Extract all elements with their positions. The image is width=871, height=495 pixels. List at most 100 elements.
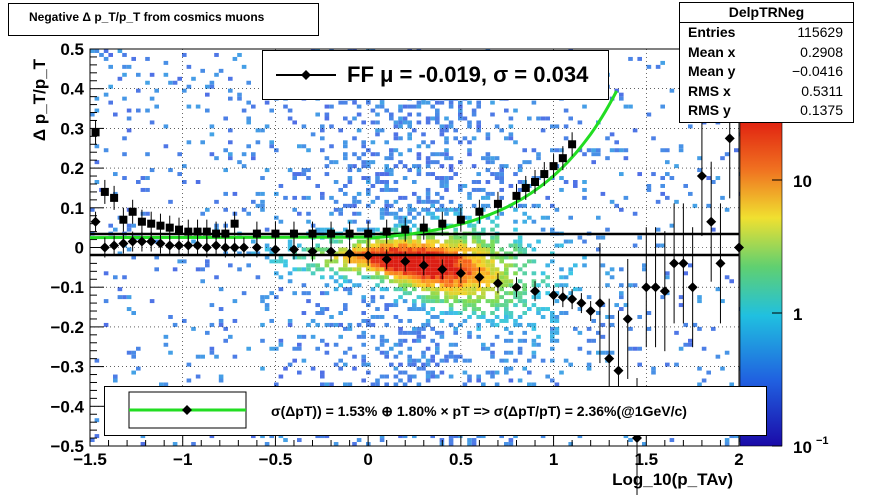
heatmap-cell <box>715 176 721 181</box>
heatmap-cell <box>568 116 573 121</box>
heatmap-cell <box>301 168 307 173</box>
heatmap-cell <box>609 148 615 153</box>
heatmap-cell <box>628 283 633 288</box>
heatmap-cell <box>320 382 325 387</box>
heatmap-cell <box>361 255 366 260</box>
heatmap-cell <box>389 148 394 153</box>
heatmap-cell <box>444 354 449 359</box>
heatmap-cell <box>379 172 385 177</box>
heatmap-cell <box>361 176 366 181</box>
heatmap-cell <box>481 227 486 232</box>
heatmap-cell <box>352 354 357 359</box>
heatmap-cell <box>320 267 325 272</box>
heatmap-cell <box>398 243 403 248</box>
heatmap-cell <box>333 207 339 212</box>
heatmap-cell <box>453 267 458 272</box>
heatmap-cell <box>324 104 330 109</box>
heatmap-cell <box>522 219 527 224</box>
heatmap-cell <box>462 183 468 188</box>
heatmap-cell <box>435 287 440 292</box>
heatmap-cell <box>563 108 569 113</box>
heatmap-cell <box>223 168 228 173</box>
heatmap-cell <box>632 211 638 216</box>
heatmap-cell <box>517 378 523 383</box>
heatmap-cell <box>471 279 477 284</box>
heatmap-cell <box>458 354 463 359</box>
heatmap-cell <box>669 223 675 228</box>
heatmap-cell <box>462 382 468 387</box>
heatmap-cell <box>444 243 449 248</box>
heatmap-cell <box>517 164 523 169</box>
heatmap-cell <box>209 346 215 351</box>
heatmap-cell <box>458 207 463 212</box>
heatmap-cell <box>481 382 486 387</box>
heatmap-cell <box>471 239 477 244</box>
heatmap-cell <box>260 322 265 327</box>
heatmap-cell <box>499 128 504 133</box>
heatmap-cell <box>517 180 523 184</box>
heatmap-cell <box>407 251 412 256</box>
heatmap-cell <box>370 140 376 145</box>
heatmap-cell <box>393 239 399 244</box>
heatmap-cell <box>356 267 362 272</box>
mean-marker <box>229 242 240 253</box>
heatmap-cell <box>476 263 481 268</box>
heatmap-cell <box>490 259 495 264</box>
heatmap-cell <box>379 342 385 347</box>
heatmap-cell <box>264 168 270 173</box>
heatmap-cell <box>435 291 440 296</box>
heatmap-cell <box>163 124 169 129</box>
heatmap-cell <box>274 346 279 351</box>
y-tick-label: −0.5 <box>50 437 84 456</box>
heatmap-cell <box>669 88 675 93</box>
heatmap-cell <box>430 247 435 252</box>
heatmap-cell <box>623 104 629 109</box>
heatmap-cell <box>435 279 440 284</box>
heatmap-cell <box>324 322 330 327</box>
sigma-marker <box>456 215 465 224</box>
heatmap-cell <box>412 287 417 292</box>
heatmap-cell <box>444 128 449 133</box>
heatmap-cell <box>375 251 380 256</box>
heatmap-cell <box>338 311 343 315</box>
heatmap-cell <box>494 215 500 220</box>
heatmap-cell <box>494 370 500 375</box>
heatmap-cell <box>182 318 187 323</box>
heatmap-cell <box>439 203 445 208</box>
heatmap-cell <box>366 322 371 327</box>
heatmap-cell <box>476 251 481 256</box>
heatmap-cell <box>540 358 546 363</box>
heatmap-cell <box>375 239 380 244</box>
heatmap-cell <box>697 295 702 300</box>
heatmap-cell <box>389 251 394 256</box>
heatmap-cell <box>343 140 348 145</box>
heatmap-cell <box>448 303 454 308</box>
heatmap-cell <box>619 92 624 97</box>
heatmap-cell <box>435 275 440 280</box>
heatmap-cell <box>448 291 454 296</box>
heatmap-cell <box>425 191 431 196</box>
heatmap-cell <box>522 263 527 268</box>
heatmap-cell <box>453 251 458 256</box>
heatmap-cell <box>453 247 458 252</box>
heatmap-cell <box>734 148 739 153</box>
heatmap-cell <box>324 156 330 161</box>
mean-marker <box>99 242 110 253</box>
heatmap-cell <box>393 279 399 284</box>
heatmap-cell <box>458 112 463 117</box>
heatmap-cell <box>430 374 435 379</box>
heatmap-cell <box>582 180 587 184</box>
heatmap-cell <box>384 303 389 308</box>
heatmap-cell <box>435 176 440 181</box>
heatmap-cell <box>582 255 587 260</box>
heatmap-cell <box>398 239 403 244</box>
heatmap-cell <box>384 140 389 145</box>
heatmap-cell <box>260 299 265 304</box>
heatmap-cell <box>416 164 422 169</box>
heatmap-cell <box>412 239 417 244</box>
heatmap-cell <box>228 128 233 133</box>
heatmap-cell <box>476 239 481 244</box>
mean-marker <box>455 268 466 279</box>
heatmap-cell <box>172 442 178 446</box>
heatmap-cell <box>467 140 472 145</box>
